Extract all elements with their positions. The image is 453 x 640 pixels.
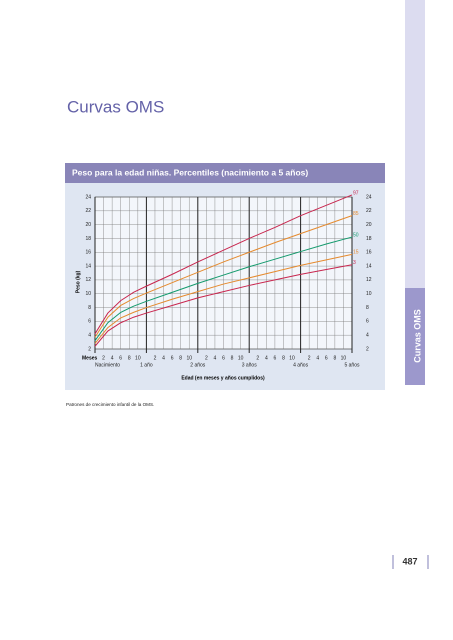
- y-tick-label-right: 10: [366, 291, 372, 297]
- y-tick-label: 2: [88, 346, 91, 352]
- chart-header: [65, 163, 385, 183]
- x-tick-label: 6: [325, 355, 328, 361]
- percentile-line: [94, 264, 353, 347]
- year-label: 1 año: [140, 362, 153, 368]
- x-tick-label: 4: [111, 355, 114, 361]
- percentile-label: 3: [353, 260, 356, 266]
- year-label: 5 años: [344, 362, 360, 368]
- page-number-brackets: [392, 555, 429, 569]
- x-tick-label: 8: [179, 355, 182, 361]
- x-tick-label: 2: [102, 355, 105, 361]
- y-tick-label: 24: [85, 194, 91, 200]
- year-label: 4 años: [293, 362, 309, 368]
- x-axis-label: Edad (en meses y años cumplidos): [181, 375, 265, 381]
- y-tick-label: 18: [85, 236, 91, 242]
- x-tick-label: 6: [222, 355, 225, 361]
- x-tick-label: 8: [128, 355, 131, 361]
- x-tick-label: 2: [256, 355, 259, 361]
- x-tick-label: 6: [119, 355, 122, 361]
- y-tick-label: 12: [85, 277, 91, 283]
- year-label: Nacimiento: [95, 362, 120, 368]
- y-tick-label-right: 14: [366, 263, 372, 269]
- percentile-label: 50: [353, 232, 359, 238]
- y-tick-label-right: 22: [366, 208, 372, 214]
- x-tick-label: 2: [154, 355, 157, 361]
- page-title: Curvas OMS: [67, 97, 164, 116]
- x-tick-label: 6: [274, 355, 277, 361]
- x-tick-label: 10: [238, 355, 244, 361]
- y-tick-label-right: 6: [366, 319, 369, 325]
- x-unit-label: Meses: [82, 355, 98, 361]
- year-label: 3 años: [242, 362, 258, 368]
- x-tick-label: 4: [214, 355, 217, 361]
- y-tick-label-right: 12: [366, 277, 372, 283]
- y-tick-label-right: 2: [366, 346, 369, 352]
- x-tick-label: 10: [341, 355, 347, 361]
- percentile-line: [94, 253, 353, 344]
- y-tick-label-right: 18: [366, 236, 372, 242]
- percentile-line: [94, 215, 353, 338]
- y-tick-label-right: 20: [366, 222, 372, 228]
- sidebar-label: Curvas OMS: [412, 309, 422, 363]
- y-tick-label-right: 8: [366, 305, 369, 311]
- y-tick-label: 8: [88, 305, 91, 311]
- y-axis-label: Peso (kg): [75, 270, 81, 293]
- x-tick-label: 8: [231, 355, 234, 361]
- percentile-label: 85: [353, 211, 359, 217]
- y-tick-label-right: 24: [366, 194, 372, 200]
- x-tick-label: 6: [171, 355, 174, 361]
- sidebar-tab: [405, 288, 425, 385]
- percentile-label: 97: [353, 190, 359, 196]
- chart-title: Peso para la edad niñas. Percentiles (na…: [72, 167, 308, 177]
- x-tick-label: 10: [135, 355, 141, 361]
- y-tick-label: 6: [88, 319, 91, 325]
- percentile-line: [94, 194, 353, 335]
- y-tick-label: 20: [85, 222, 91, 228]
- caption: Patrones de crecimiento infantil de la O…: [66, 402, 154, 407]
- percentile-label: 15: [353, 250, 359, 256]
- x-tick-label: 4: [162, 355, 165, 361]
- y-tick-label: 22: [85, 208, 91, 214]
- y-tick-label: 10: [85, 291, 91, 297]
- year-label: 2 años: [190, 362, 206, 368]
- y-tick-label-right: 16: [366, 250, 372, 256]
- x-tick-label: 2: [205, 355, 208, 361]
- page-number: 487: [402, 556, 417, 566]
- x-tick-label: 8: [333, 355, 336, 361]
- x-tick-label: 2: [308, 355, 311, 361]
- y-tick-label: 16: [85, 250, 91, 256]
- x-tick-label: 10: [186, 355, 192, 361]
- x-tick-label: 4: [316, 355, 319, 361]
- percentile-line: [94, 236, 353, 342]
- x-tick-label: 10: [289, 355, 295, 361]
- y-tick-label: 14: [85, 263, 91, 269]
- x-tick-label: 4: [265, 355, 268, 361]
- x-tick-label: 8: [282, 355, 285, 361]
- y-tick-label-right: 4: [366, 333, 369, 339]
- y-tick-label: 4: [88, 333, 91, 339]
